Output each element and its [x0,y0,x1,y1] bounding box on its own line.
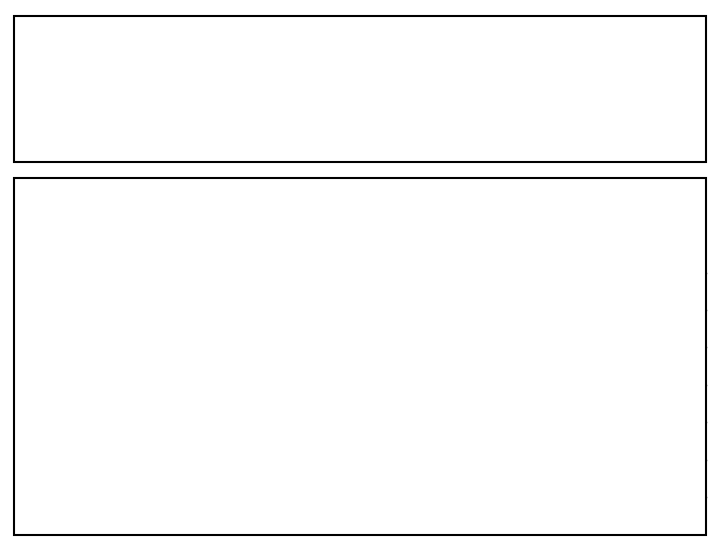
Text: • Can represent each student with a single
  score: the difference (D) between t: • Can represent each student with a sing… [45,61,649,117]
Text: 50: 50 [608,395,631,412]
Text: After Program: After Program [385,191,508,205]
Text: 35: 35 [608,246,631,262]
Text: 520: 520 [256,246,291,262]
Text: 620: 620 [256,357,291,375]
Text: 2: 2 [95,283,107,300]
Text: 555: 555 [429,246,464,262]
Text: 35: 35 [608,470,631,487]
Text: 630: 630 [429,395,464,412]
Text: 1: 1 [95,246,107,262]
Text: 490: 490 [256,283,291,300]
Text: 580: 580 [256,395,291,412]
Text: 645: 645 [429,470,464,487]
Text: 480: 480 [256,508,291,524]
Text: 5: 5 [95,395,107,412]
Text: 610: 610 [256,470,291,487]
Text: 4: 4 [95,357,107,375]
Text: 560: 560 [256,433,291,449]
Text: 6: 6 [95,433,107,449]
Text: 7: 7 [95,470,107,487]
Text: 20: 20 [608,283,631,300]
Text: 585: 585 [429,320,464,338]
Text: Before Program: Before Program [205,191,342,205]
Text: 40: 40 [608,508,631,524]
Text: 8: 8 [95,508,107,524]
Text: 3: 3 [95,320,107,338]
Text: 520: 520 [429,508,464,524]
Text: D: D [611,208,627,226]
Text: 550: 550 [429,433,464,449]
Text: 25: 25 [608,357,631,375]
Text: 510: 510 [429,283,464,300]
Text: -15: -15 [604,320,634,338]
Text: Student: Student [67,211,135,225]
Text: 600: 600 [256,320,291,338]
Text: 645: 645 [429,357,464,375]
Text: -10: -10 [604,433,634,449]
